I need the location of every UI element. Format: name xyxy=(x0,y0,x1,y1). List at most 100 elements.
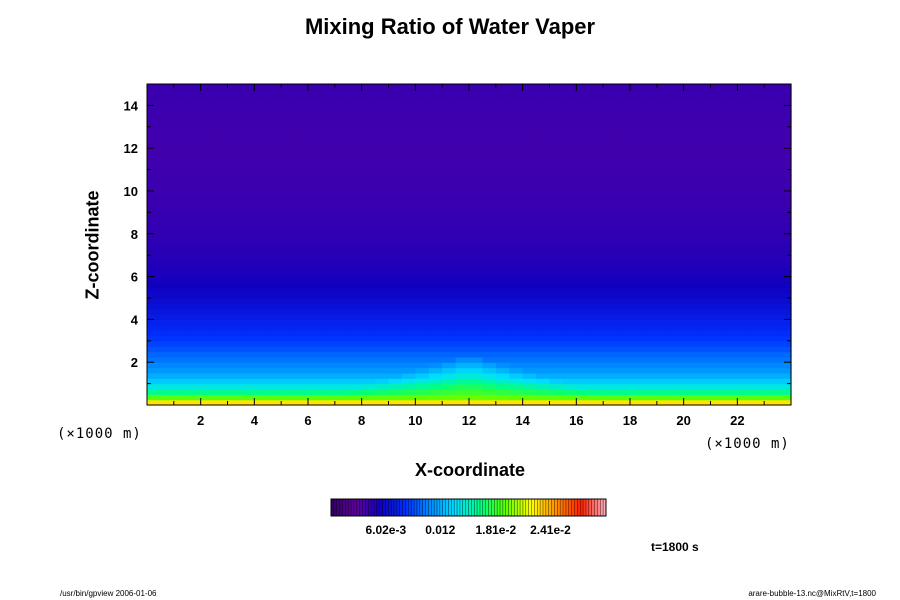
heatmap-cell xyxy=(254,142,269,149)
heatmap-cell xyxy=(254,298,269,304)
heatmap-cell xyxy=(254,303,269,310)
heatmap-cell xyxy=(643,207,658,213)
heatmap-cell xyxy=(321,164,336,171)
heatmap-cell xyxy=(723,388,738,395)
heatmap-cell xyxy=(147,362,162,369)
heatmap-cell xyxy=(160,292,175,299)
heatmap-cell xyxy=(455,378,470,385)
heatmap-cell xyxy=(348,142,363,149)
heatmap-cell xyxy=(630,233,645,240)
heatmap-cell xyxy=(294,239,309,246)
heatmap-cell xyxy=(549,265,564,272)
heatmap-cell xyxy=(200,340,215,347)
heatmap-cell xyxy=(482,169,497,176)
heatmap-cell xyxy=(415,276,430,283)
heatmap-cell xyxy=(482,126,497,133)
heatmap-cell xyxy=(750,148,765,155)
heatmap-cell xyxy=(442,271,457,278)
heatmap-cell xyxy=(415,356,430,363)
heatmap-cell xyxy=(214,308,229,315)
heatmap-cell xyxy=(187,158,202,165)
heatmap-cell xyxy=(509,351,524,358)
heatmap-cell xyxy=(428,116,443,123)
heatmap-cell xyxy=(764,351,779,358)
heatmap-cell xyxy=(469,351,484,358)
heatmap-cell xyxy=(509,308,524,315)
heatmap-cell xyxy=(361,153,376,160)
colorbar-swatch xyxy=(528,499,532,516)
heatmap-cell xyxy=(737,116,752,123)
heatmap-cell xyxy=(160,319,175,326)
heatmap-cell xyxy=(428,110,443,117)
heatmap-cell xyxy=(267,378,282,385)
heatmap-cell xyxy=(697,260,712,267)
heatmap-cell xyxy=(616,158,631,165)
heatmap-cell xyxy=(764,372,779,379)
heatmap-cell xyxy=(522,281,537,288)
heatmap-cell xyxy=(388,191,403,197)
heatmap-cell xyxy=(710,281,725,288)
heatmap-cell xyxy=(294,298,309,304)
heatmap-cell xyxy=(670,388,685,395)
heatmap-cell xyxy=(737,255,752,262)
heatmap-cell xyxy=(710,287,725,294)
colorbar-tick-label: 1.81e-2 xyxy=(475,523,516,537)
heatmap-cell xyxy=(616,260,631,267)
heatmap-cell xyxy=(401,378,416,385)
heatmap-cell xyxy=(200,212,215,219)
heatmap-cell xyxy=(375,228,390,235)
heatmap-cell xyxy=(522,126,537,133)
colorbar-swatch xyxy=(563,499,567,516)
heatmap-cell xyxy=(509,201,524,208)
heatmap-cell xyxy=(455,121,470,128)
heatmap-cell xyxy=(589,372,604,379)
heatmap-cell xyxy=(240,271,255,278)
heatmap-cell xyxy=(777,89,792,96)
heatmap-cell xyxy=(388,196,403,203)
heatmap-cell xyxy=(643,362,658,369)
heatmap-cell xyxy=(656,319,671,326)
heatmap-cell xyxy=(576,330,591,337)
heatmap-cell xyxy=(401,100,416,106)
footer-left: /usr/bin/gpview 2006-01-06 xyxy=(60,589,157,598)
colorbar-swatch xyxy=(394,499,398,516)
heatmap-cell xyxy=(603,217,618,224)
heatmap-cell xyxy=(536,100,551,106)
heatmap-cell xyxy=(321,330,336,337)
heatmap-cell xyxy=(240,164,255,171)
heatmap-cell xyxy=(254,292,269,299)
heatmap-cell xyxy=(683,362,698,369)
heatmap-cell xyxy=(160,233,175,240)
heatmap-cell xyxy=(294,132,309,139)
heatmap-cell xyxy=(334,212,349,219)
heatmap-cell xyxy=(549,137,564,144)
heatmap-cell xyxy=(240,207,255,213)
heatmap-cell xyxy=(737,249,752,256)
heatmap-cell xyxy=(160,330,175,337)
heatmap-cell xyxy=(723,142,738,149)
heatmap-cell xyxy=(294,207,309,213)
heatmap-cell xyxy=(428,132,443,139)
heatmap-cell xyxy=(697,239,712,246)
heatmap-cell xyxy=(294,249,309,256)
heatmap-cell xyxy=(549,287,564,294)
heatmap-cell xyxy=(777,244,792,251)
heatmap-cell xyxy=(616,121,631,128)
heatmap-cell xyxy=(697,346,712,353)
heatmap-cell xyxy=(281,191,296,197)
heatmap-cell xyxy=(522,164,537,171)
heatmap-cell xyxy=(469,223,484,230)
heatmap-cell xyxy=(522,372,537,379)
heatmap-cell xyxy=(173,276,188,283)
heatmap-cell xyxy=(764,292,779,299)
heatmap-cell xyxy=(616,196,631,203)
heatmap-cell xyxy=(482,399,497,406)
heatmap-cell xyxy=(495,276,510,283)
heatmap-cell xyxy=(200,180,215,187)
heatmap-cell xyxy=(482,265,497,272)
colorbar-swatch xyxy=(345,499,349,516)
heatmap-cell xyxy=(522,340,537,347)
heatmap-cell xyxy=(254,281,269,288)
heatmap-cell xyxy=(509,383,524,390)
heatmap-cell xyxy=(200,217,215,224)
